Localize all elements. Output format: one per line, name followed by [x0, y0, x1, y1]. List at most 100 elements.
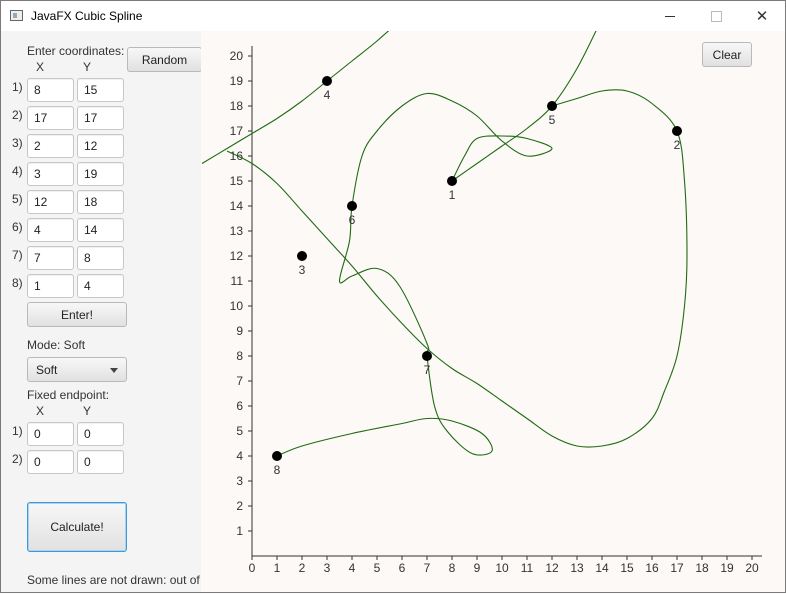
- mode-select-value: Soft: [36, 363, 58, 377]
- row-label: 8): [12, 276, 23, 290]
- y-tick-label: 18: [230, 99, 244, 113]
- x-tick-label: 9: [474, 561, 481, 575]
- y-tick-label: 10: [230, 299, 244, 313]
- maximize-icon: [710, 10, 722, 22]
- minimize-button[interactable]: [647, 1, 693, 31]
- data-point-2[interactable]: [672, 126, 682, 136]
- y-tick-label: 16: [230, 149, 244, 163]
- spline-segment-3: [226, 89, 688, 448]
- chevron-down-icon: [110, 368, 118, 373]
- y-input-2[interactable]: [77, 106, 124, 130]
- y-input-3[interactable]: [77, 134, 124, 158]
- y-tick-label: 15: [230, 174, 244, 188]
- fixed-endpoint-label: Fixed endpoint:: [27, 388, 110, 402]
- y-tick-label: 5: [236, 424, 243, 438]
- fixed-y-input-1[interactable]: [77, 422, 124, 446]
- data-point-label: 4: [324, 88, 331, 102]
- data-point-5[interactable]: [547, 101, 557, 111]
- row-label: 5): [12, 192, 23, 206]
- close-button[interactable]: ✕: [739, 1, 785, 31]
- x-tick-label: 3: [324, 561, 331, 575]
- data-point-8[interactable]: [272, 451, 282, 461]
- x-input-1[interactable]: [27, 78, 74, 102]
- fixed-x-input-1[interactable]: [27, 422, 74, 446]
- y-tick-label: 3: [236, 474, 243, 488]
- x-tick-label: 16: [645, 561, 659, 575]
- calculate-button[interactable]: Calculate!: [27, 502, 127, 552]
- x-input-4[interactable]: [27, 162, 74, 186]
- x-input-3[interactable]: [27, 134, 74, 158]
- x-tick-label: 10: [495, 561, 509, 575]
- data-point-7[interactable]: [422, 351, 432, 361]
- row-label: 2): [12, 108, 23, 122]
- row-label: 7): [12, 248, 23, 262]
- data-point-label: 6: [349, 213, 356, 227]
- x-tick-label: 0: [249, 561, 256, 575]
- y-tick-label: 9: [236, 324, 243, 338]
- y-tick-label: 20: [230, 49, 244, 63]
- y-input-7[interactable]: [77, 246, 124, 270]
- random-button[interactable]: Random: [127, 47, 202, 72]
- data-point-4[interactable]: [322, 76, 332, 86]
- row-label: 3): [12, 136, 23, 150]
- client-area: Enter coordinates: X Y Random 1) 2) 3) 4) 5)…: [1, 18, 785, 592]
- fixed-row-label: 2): [12, 452, 23, 466]
- status-message: Some lines are not drawn: out of bounds: [27, 573, 243, 587]
- x-tick-label: 12: [545, 561, 559, 575]
- x-tick-label: 14: [595, 561, 609, 575]
- data-point-1[interactable]: [447, 176, 457, 186]
- fixed-x-input-2[interactable]: [27, 450, 74, 474]
- spline-segment-4: [276, 92, 553, 457]
- y-tick-label: 6: [236, 399, 243, 413]
- app-icon: [10, 10, 23, 21]
- mode-select[interactable]: Soft: [27, 357, 127, 382]
- fixed-y-input-2[interactable]: [77, 450, 124, 474]
- row-label: 6): [12, 220, 23, 234]
- y-input-1[interactable]: [77, 78, 124, 102]
- enter-button[interactable]: Enter!: [27, 302, 127, 327]
- spline-segment-1: [201, 18, 403, 164]
- x-tick-label: 7: [424, 561, 431, 575]
- x-tick-label: 19: [720, 561, 734, 575]
- x-input-7[interactable]: [27, 246, 74, 270]
- y-tick-label: 12: [230, 249, 244, 263]
- y-tick-label: 13: [230, 224, 244, 238]
- data-point-6[interactable]: [347, 201, 357, 211]
- y-tick-label: 7: [236, 374, 243, 388]
- data-point-label: 2: [674, 138, 681, 152]
- x-tick-label: 13: [570, 561, 584, 575]
- x-input-5[interactable]: [27, 190, 74, 214]
- y-tick-label: 2: [236, 499, 243, 513]
- row-label: 4): [12, 164, 23, 178]
- y-input-8[interactable]: [77, 274, 124, 298]
- data-point-label: 1: [449, 188, 456, 202]
- y-input-4[interactable]: [77, 162, 124, 186]
- x-tick-label: 2: [299, 561, 306, 575]
- plot-area[interactable]: 0 1 2 3 4 5 6 7 8 9 10 11 12 13 14 15 16 17 18 19 20 1 2 3 4 5 6 7 8…: [201, 18, 785, 592]
- x-tick-label: 5: [374, 561, 381, 575]
- mode-label: Mode: Soft: [27, 338, 86, 352]
- y-input-6[interactable]: [77, 218, 124, 242]
- y-tick-label: 4: [236, 449, 243, 463]
- x-tick-label: 8: [449, 561, 456, 575]
- x-tick-label: 20: [745, 561, 759, 575]
- fixed-y-header: Y: [83, 404, 92, 418]
- x-input-6[interactable]: [27, 218, 74, 242]
- data-point-3[interactable]: [297, 251, 307, 261]
- fixed-row-label: 1): [12, 424, 23, 438]
- clear-button[interactable]: Clear: [702, 42, 752, 67]
- x-input-8[interactable]: [27, 274, 74, 298]
- maximize-button[interactable]: [693, 1, 739, 31]
- x-tick-label: 15: [620, 561, 634, 575]
- coordinates-label: Enter coordinates:: [27, 44, 125, 58]
- data-point-label: 7: [424, 363, 431, 377]
- y-tick-label: 8: [236, 349, 243, 363]
- x-tick-label: 11: [521, 561, 534, 575]
- x-input-2[interactable]: [27, 106, 74, 130]
- x-tick-label: 4: [349, 561, 356, 575]
- y-input-5[interactable]: [77, 190, 124, 214]
- y-tick-label: 1: [236, 524, 243, 538]
- close-icon: ✕: [755, 7, 769, 25]
- data-points: 1 2 3 4 5 6 7 8: [272, 76, 682, 477]
- y-tick-label: 14: [230, 199, 244, 213]
